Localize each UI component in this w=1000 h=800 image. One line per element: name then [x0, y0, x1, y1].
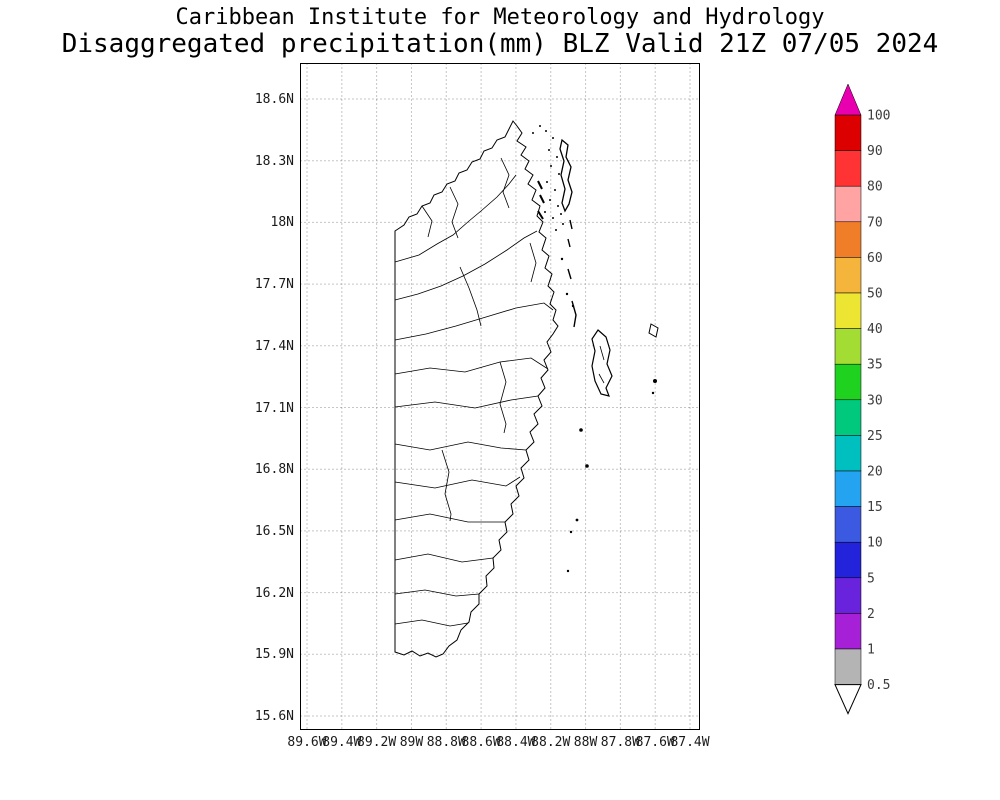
colorbar-level-label: 2 [867, 607, 875, 622]
district-boundaries [394, 157, 554, 627]
institute-title: Caribbean Institute for Meteorology and … [175, 5, 825, 30]
lon-tick-label: 89.4W [322, 735, 362, 750]
turneffe-atoll [591, 329, 613, 397]
colorbar-band [834, 185, 862, 223]
lon-tick-label: 87.4W [670, 735, 710, 750]
belize-map [300, 63, 700, 730]
colorbar-level-label: 50 [867, 287, 883, 302]
lon-tick-label: 88W [573, 735, 598, 750]
lat-tick-label: 15.9N [254, 647, 294, 663]
colorbar-band [834, 363, 862, 401]
colorbar-band [834, 470, 862, 507]
lat-tick-label: 17.7N [254, 277, 294, 293]
colorbar-band [834, 114, 862, 151]
lat-tick-label: 16.5N [254, 523, 294, 539]
lon-tick-label: 89.6W [287, 735, 327, 750]
colorbar-level-label: 40 [867, 322, 883, 337]
colorbar-level-label: 70 [867, 215, 883, 230]
cayes-and-atolls [532, 125, 659, 573]
lat-tick-label: 17.1N [254, 400, 294, 416]
colorbar-band [834, 541, 862, 579]
colorbar-level-label: 10 [867, 536, 883, 551]
colorbar-level-label: 1 [867, 643, 875, 658]
lat-tick-label: 18.6N [254, 92, 294, 107]
colorbar-band [834, 399, 862, 436]
lat-tick-label: 18N [270, 215, 294, 231]
colorbar: 100 90 80 70 60 50 40 35 30 25 20 15 10 5 2 1 0.5 [834, 83, 890, 715]
colorbar-level-label: 90 [867, 144, 883, 159]
map-border [300, 63, 700, 730]
colorbar-level-label: 15 [867, 500, 883, 515]
colorbar-band [834, 613, 862, 650]
lon-tick-label: 87.6W [635, 735, 675, 750]
belize-outline [394, 120, 559, 658]
colorbar-band [834, 257, 862, 294]
colorbar-level-label: 60 [867, 251, 883, 266]
colorbar-band [834, 328, 862, 365]
colorbar-band [834, 435, 862, 472]
lon-tick-label: 88.4W [496, 735, 536, 750]
colorbar-top-arrow [834, 83, 862, 116]
lon-tick-label: 87.8W [600, 735, 640, 750]
lon-tick-label: 88.8W [426, 735, 466, 750]
gridlines [300, 63, 700, 730]
colorbar-band [834, 648, 862, 685]
colorbar-level-label: 0.5 [867, 678, 890, 693]
colorbar-level-label: 30 [867, 393, 883, 408]
lat-tick-label: 16.8N [254, 462, 294, 478]
colorbar-level-label: 5 [867, 571, 875, 586]
lat-tick-label: 15.6N [254, 709, 294, 724]
colorbar-band [834, 150, 862, 187]
belize-mainland-outline [394, 120, 559, 658]
colorbar-level-label: 25 [867, 429, 883, 444]
lat-tick-label: 16.2N [254, 585, 294, 601]
lon-tick-label: 88.6W [461, 735, 501, 750]
colorbar-band [834, 506, 862, 543]
lat-tick-label: 18.3N [254, 153, 294, 169]
colorbar-bottom-arrow [834, 684, 862, 715]
colorbar-band [834, 292, 862, 329]
lat-tick-label: 17.4N [254, 338, 294, 354]
lon-tick-label: 89W [399, 735, 424, 750]
colorbar-level-label: 80 [867, 180, 883, 195]
map-frame [300, 63, 700, 730]
lighthouse-reef [648, 323, 659, 338]
lon-tick-label: 88.2W [531, 735, 571, 750]
map-title: Disaggregated precipitation(mm) BLZ Vali… [61, 29, 939, 59]
lon-tick-label: 89.2W [357, 735, 397, 750]
colorbar-level-label: 20 [867, 465, 883, 480]
colorbar-level-label: 100 [867, 109, 890, 124]
colorbar-level-label: 35 [867, 358, 883, 373]
colorbar-band [834, 221, 862, 258]
small-cayes [532, 125, 589, 573]
colorbar-band [834, 577, 862, 614]
ambergris-caye [559, 138, 573, 213]
